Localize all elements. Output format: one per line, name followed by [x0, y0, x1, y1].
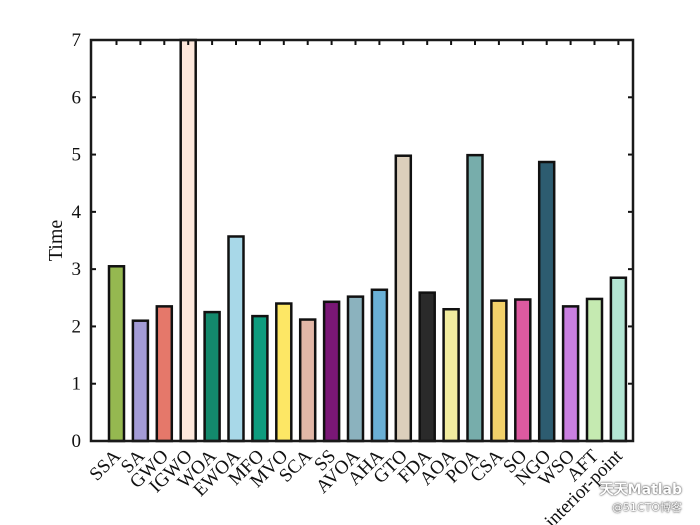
y-tick-label: 0 — [72, 431, 82, 452]
plot-frame — [89, 38, 635, 443]
bar-gwo — [155, 305, 174, 443]
bar-ngo — [537, 160, 556, 443]
y-tick-label: 1 — [72, 374, 82, 395]
y-tick-label: 2 — [72, 316, 82, 337]
watermark-line1: 天天Matlab — [599, 482, 682, 498]
bar-aft — [585, 297, 604, 443]
bar-fda — [418, 291, 436, 443]
watermark-line2: @51CTO博客 — [611, 501, 682, 514]
y-tick-label: 6 — [72, 87, 82, 108]
bar-so — [514, 298, 532, 443]
bar-sa — [131, 319, 150, 443]
y-tick-label: 7 — [72, 30, 82, 51]
bar-woa — [203, 310, 221, 443]
bar-sca — [298, 318, 317, 443]
bar-aoa — [442, 307, 460, 443]
bar-mfo — [251, 314, 269, 443]
bar-wso — [561, 305, 580, 443]
bar-ss — [322, 300, 341, 443]
y-tick-label: 3 — [72, 259, 82, 280]
bar-gto — [394, 154, 413, 443]
bar-igwo — [179, 38, 197, 443]
y-axis-label: Time — [45, 220, 67, 262]
bar-interior-point — [609, 276, 628, 443]
y-axis-ticks: 0 1 2 3 4 5 6 7 — [72, 30, 633, 452]
watermark: 天天Matlab @51CTO博客 — [600, 479, 682, 515]
bar-csa — [490, 299, 508, 443]
y-tick-label: 5 — [72, 145, 82, 166]
y-tick-label: 4 — [72, 202, 82, 223]
bar-aha — [370, 288, 389, 443]
bar-ewoa — [227, 235, 245, 443]
bar-ssa — [107, 265, 126, 443]
bar-poa — [466, 153, 484, 443]
bar-mvo — [275, 302, 293, 443]
bar-avoa — [346, 295, 365, 443]
